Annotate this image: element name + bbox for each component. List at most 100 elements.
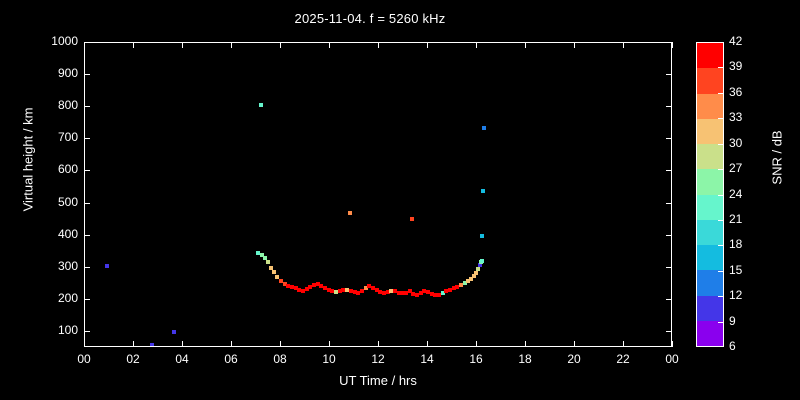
data-point: [326, 288, 331, 293]
colorbar-tick-label: 18: [729, 237, 743, 252]
y-tick-mark: [84, 74, 90, 76]
colorbar-tick-mark: [718, 169, 724, 171]
y-tick-mark: [84, 202, 90, 204]
y-tick-mark: [84, 106, 90, 108]
x-tick-mark: [623, 341, 624, 347]
colorbar-tick-mark: [718, 245, 724, 247]
x-tick-mark-top: [525, 42, 526, 48]
data-point: [403, 290, 408, 295]
colorbar-tick-mark: [718, 67, 724, 69]
colorbar-band: [697, 118, 723, 144]
data-point: [348, 288, 353, 293]
y-tick-mark: [84, 234, 90, 236]
data-point: [345, 287, 350, 292]
x-tick-mark: [378, 341, 379, 347]
data-point: [414, 292, 419, 297]
data-point: [150, 343, 155, 346]
x-tick-label: 00: [665, 352, 679, 366]
x-tick-label: 06: [224, 352, 238, 366]
data-point: [268, 265, 273, 270]
x-tick-label: 10: [322, 352, 336, 366]
data-point: [172, 329, 177, 334]
y-tick-label: 600: [57, 162, 78, 177]
x-tick-mark: [329, 341, 330, 347]
x-tick-mark: [182, 341, 183, 347]
y-tick-label: 900: [57, 66, 78, 81]
x-axis-title: UT Time / hrs: [339, 373, 417, 388]
data-point: [319, 283, 324, 288]
data-point: [282, 282, 287, 287]
x-tick-label: 12: [371, 352, 385, 366]
data-point: [396, 290, 401, 295]
colorbar-tick-label: 24: [729, 186, 743, 201]
data-point: [481, 189, 486, 194]
data-point: [105, 264, 110, 269]
data-point: [256, 251, 261, 256]
x-tick-mark: [280, 341, 281, 347]
colorbar-tick-label: 39: [729, 59, 743, 74]
y-tick-mark: [84, 266, 90, 268]
data-point: [378, 290, 383, 295]
data-point: [301, 288, 306, 293]
colorbar-tick-label: 30: [729, 135, 743, 150]
x-tick-label: 18: [518, 352, 532, 366]
colorbar-band: [697, 68, 723, 94]
x-tick-mark: [574, 341, 575, 347]
x-tick-label: 22: [616, 352, 630, 366]
y-tick-mark-right: [666, 106, 672, 108]
data-point: [429, 292, 434, 297]
colorbar-tick-mark: [718, 296, 724, 298]
x-tick-mark: [672, 341, 673, 347]
x-tick-label: 00: [77, 352, 91, 366]
data-point: [356, 290, 361, 295]
data-point: [286, 284, 291, 289]
data-point: [352, 290, 357, 295]
colorbar-band: [697, 144, 723, 170]
data-point: [444, 288, 449, 293]
data-point: [426, 290, 430, 295]
colorbar-tick-label: 21: [729, 211, 743, 226]
x-tick-mark: [525, 341, 526, 347]
y-tick-mark-right: [666, 170, 672, 172]
data-point: [474, 270, 479, 275]
x-tick-label: 20: [567, 352, 581, 366]
data-point: [381, 290, 386, 295]
colorbar-tick-mark: [718, 143, 724, 145]
colorbar-band: [697, 295, 723, 321]
data-point: [479, 258, 484, 263]
y-tick-mark-right: [666, 74, 672, 76]
data-point: [259, 252, 264, 257]
data-point: [433, 293, 438, 298]
data-point: [422, 289, 427, 294]
x-tick-label: 04: [175, 352, 189, 366]
x-tick-mark-top: [574, 42, 575, 48]
colorbar-tick-label: 27: [729, 161, 743, 176]
colorbar-title: SNR / dB: [769, 130, 785, 185]
data-point: [455, 285, 460, 289]
colorbar-band: [697, 194, 723, 220]
data-point: [370, 285, 375, 290]
data-point: [363, 286, 368, 291]
data-point: [437, 292, 442, 297]
data-point: [440, 290, 445, 295]
colorbar-band: [697, 245, 723, 271]
data-point: [279, 279, 283, 284]
data-point: [334, 290, 339, 295]
y-tick-mark-right: [666, 266, 672, 268]
data-point: [293, 286, 298, 291]
data-point: [374, 288, 379, 293]
x-tick-label: 14: [420, 352, 434, 366]
data-point: [297, 287, 302, 292]
data-point: [308, 285, 313, 289]
colorbar-tick-mark: [718, 219, 724, 221]
data-point: [330, 289, 335, 294]
data-point: [304, 286, 309, 291]
x-tick-mark-top: [133, 42, 134, 48]
data-point: [392, 289, 397, 294]
colorbar-tick-label: 9: [729, 313, 736, 328]
colorbar-tick-label: 15: [729, 262, 743, 277]
data-point: [389, 288, 394, 293]
colorbar-band: [697, 270, 723, 296]
y-tick-mark: [84, 138, 90, 140]
colorbar-band: [697, 43, 723, 69]
